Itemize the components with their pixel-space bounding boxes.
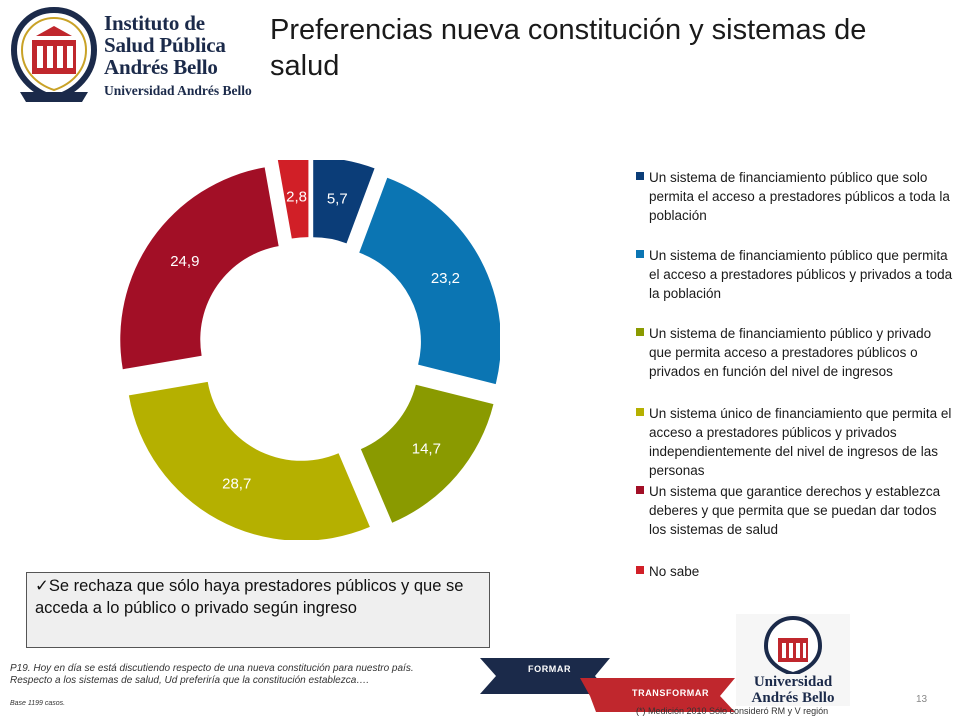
donut-slice [313, 160, 375, 244]
formar-ribbon [480, 658, 610, 694]
legend-item: Un sistema de financiamiento público que… [636, 168, 954, 225]
legend-swatch [636, 172, 644, 180]
slice-value-label: 5,7 [327, 190, 348, 207]
callout-text: ✓Se rechaza que sólo haya prestadores pú… [35, 577, 464, 617]
university-logo: Universidad Andrés Bello [736, 614, 850, 706]
slice-value-label: 28,7 [222, 475, 251, 492]
legend-swatch [636, 250, 644, 258]
university-line: Universidad [753, 674, 833, 690]
institute-logo: Instituto de Salud Pública Andrés Bello … [6, 6, 256, 108]
legend-label: Un sistema de financiamiento público que… [649, 170, 950, 223]
logo-subline: Universidad Andrés Bello [104, 83, 252, 98]
transformar-ribbon [580, 678, 735, 712]
donut-slice [120, 167, 279, 370]
page-number: 13 [916, 694, 928, 705]
shield-crest-icon [763, 615, 823, 677]
slice-value-label: 23,2 [431, 270, 460, 287]
donut-slice [359, 177, 500, 385]
legend-swatch [636, 408, 644, 416]
survey-question: P19. Hoy en día se está discutiendo resp… [10, 663, 414, 686]
slice-value-label: 24,9 [170, 253, 199, 270]
conclusion-callout: ✓Se rechaza que sólo haya prestadores pú… [26, 572, 490, 648]
legend-label: Un sistema de financiamiento público y p… [649, 326, 932, 379]
base-note: Base 1199 casos. [10, 700, 66, 707]
institute-name: Instituto de Salud Pública Andrés Bello … [104, 12, 252, 100]
logo-line: Salud Pública [104, 33, 226, 57]
legend-item: No sabe [636, 562, 954, 581]
logo-line: Instituto de [104, 11, 205, 35]
donut-slice [360, 384, 494, 523]
legend-label: Un sistema que garantice derechos y esta… [649, 484, 941, 537]
legend-swatch [636, 486, 644, 494]
university-name: Universidad Andrés Bello [736, 674, 850, 706]
logo-line: Andrés Bello [104, 55, 218, 79]
donut-chart: 5,7 23,2 14,7 28,7 24,9 2,8 [120, 160, 500, 540]
legend-label: No sabe [649, 564, 700, 579]
formar-text: FORMAR [528, 664, 571, 674]
page-title: Preferencias nueva constitución y sistem… [270, 14, 867, 82]
shield-crest-icon [10, 6, 98, 102]
legend-item: Un sistema que garantice derechos y esta… [636, 482, 954, 539]
legend-item: Un sistema único de financiamiento que p… [636, 404, 954, 480]
transformar-text: TRANSFORMAR [632, 688, 709, 698]
university-line: Andrés Bello [751, 690, 835, 706]
ribbons-graphic: FORMAR TRANSFORMAR [480, 658, 735, 712]
legend-swatch [636, 566, 644, 574]
slice-value-label: 14,7 [412, 440, 441, 457]
donut-slice [277, 160, 309, 239]
legend-item: Un sistema de financiamiento público que… [636, 246, 954, 303]
legend-swatch [636, 328, 644, 336]
legend-label: Un sistema de financiamiento público que… [649, 248, 953, 301]
legend-item: Un sistema de financiamiento público y p… [636, 324, 954, 381]
legend-label: Un sistema único de financiamiento que p… [649, 406, 952, 478]
donut-slice [128, 381, 370, 540]
slice-value-label: 2,8 [286, 189, 307, 206]
footnote: (*) Medición 2010 Sólo consideró RM y V … [636, 706, 829, 716]
